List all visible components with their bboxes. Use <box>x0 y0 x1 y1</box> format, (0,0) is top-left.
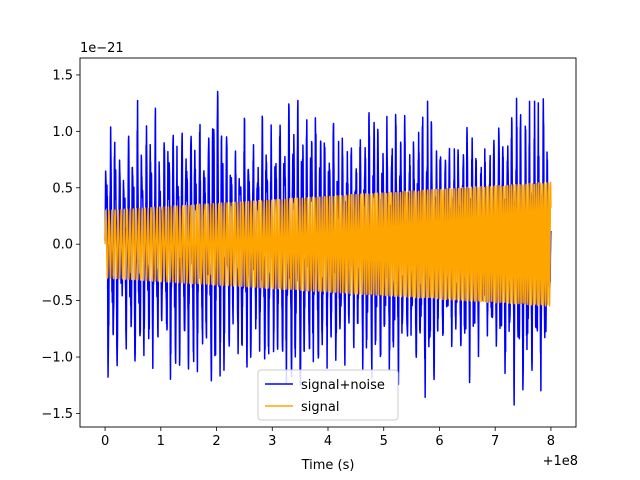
x-tick-label: 2 <box>212 434 220 449</box>
x-tick-label: 1 <box>157 434 165 449</box>
x-tick-label: 6 <box>435 434 443 449</box>
y-scale-label: 1e−21 <box>80 41 124 56</box>
legend-box <box>257 369 399 421</box>
y-tick-label: −1.0 <box>41 351 73 366</box>
x-tick-label: 5 <box>380 434 388 449</box>
legend: signal+noise signal <box>257 369 399 421</box>
x-tick-label: 0 <box>101 434 109 449</box>
x-offset-label: +1e8 <box>543 454 578 469</box>
y-tick-label: −1.5 <box>41 407 73 422</box>
legend-label-signal-noise: signal+noise <box>301 378 385 393</box>
x-tick-label: 7 <box>491 434 499 449</box>
y-tick-label: −0.5 <box>41 294 73 309</box>
legend-label-signal: signal <box>301 400 339 415</box>
x-tick-label: 4 <box>324 434 332 449</box>
series-clip-group <box>104 90 552 406</box>
series-layer <box>104 90 552 406</box>
x-tick-label: 3 <box>268 434 276 449</box>
y-tick-label: 1.0 <box>52 125 73 140</box>
x-axis-label: Time (s) <box>301 458 355 473</box>
x-axis: 0 1 2 3 4 5 6 7 8 <box>101 427 555 449</box>
x-tick-label: 8 <box>547 434 555 449</box>
y-tick-label: 1.5 <box>52 68 73 83</box>
y-axis: −1.5 −1.0 −0.5 0.0 0.5 1.0 1.5 <box>41 68 80 422</box>
y-tick-label: 0.0 <box>52 238 73 253</box>
y-tick-label: 0.5 <box>52 181 73 196</box>
series-signal-line <box>104 181 552 307</box>
